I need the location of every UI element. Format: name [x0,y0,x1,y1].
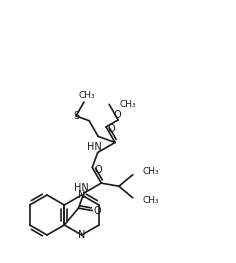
Text: N: N [78,230,85,240]
Text: HN: HN [74,183,88,193]
Text: O: O [113,110,121,120]
Text: S: S [73,111,79,121]
Text: O: O [94,165,102,175]
Text: HN: HN [87,143,102,153]
Text: O: O [93,206,101,216]
Text: O: O [107,124,115,134]
Text: CH₃: CH₃ [143,196,159,205]
Text: N: N [78,190,85,200]
Text: CH₃: CH₃ [79,90,95,100]
Text: CH₃: CH₃ [119,100,136,109]
Text: CH₃: CH₃ [143,167,159,176]
